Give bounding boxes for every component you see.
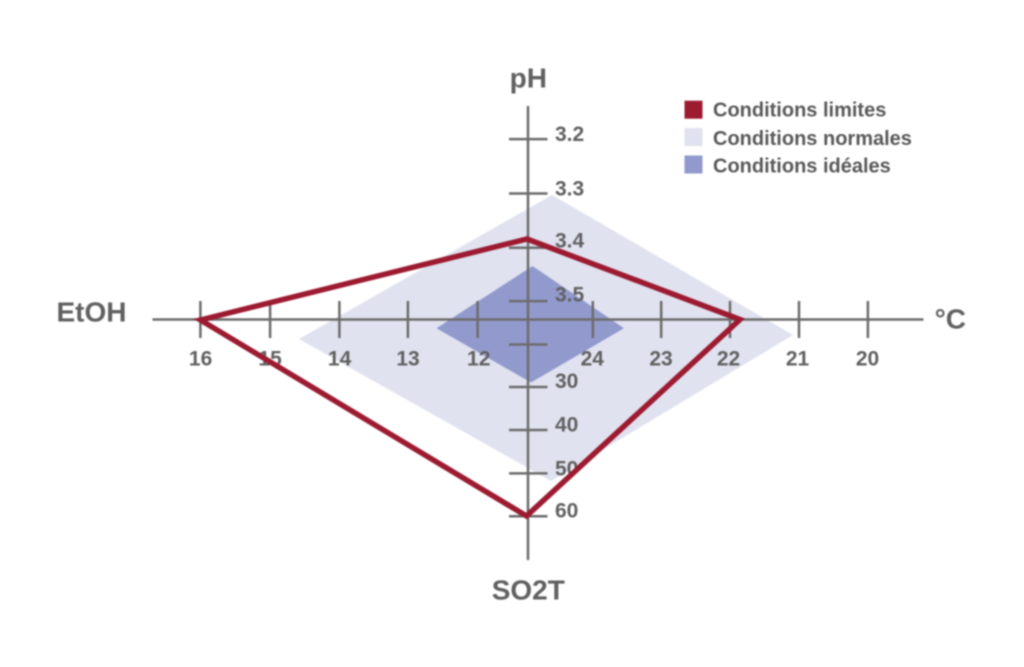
svg-text:13: 13	[396, 348, 419, 371]
svg-text:Conditions normales: Conditions normales	[713, 128, 912, 150]
svg-text:24: 24	[581, 348, 605, 371]
svg-text:21: 21	[786, 348, 810, 371]
svg-text:SO2T: SO2T	[492, 575, 565, 606]
svg-text:30: 30	[555, 370, 578, 393]
svg-text:20: 20	[856, 348, 879, 371]
svg-text:3.4: 3.4	[555, 230, 585, 253]
svg-text:16: 16	[189, 348, 212, 371]
svg-text:3.5: 3.5	[555, 284, 585, 307]
svg-text:Conditions idéales: Conditions idéales	[713, 155, 891, 177]
svg-text:Conditions limites: Conditions limites	[713, 100, 886, 122]
svg-text:3.2: 3.2	[555, 123, 584, 146]
svg-text:°C: °C	[935, 304, 966, 335]
svg-text:23: 23	[649, 348, 672, 371]
svg-text:40: 40	[555, 414, 578, 437]
svg-text:pH: pH	[510, 62, 547, 93]
svg-text:22: 22	[717, 348, 740, 371]
svg-text:12: 12	[467, 348, 490, 371]
svg-text:EtOH: EtOH	[57, 297, 127, 328]
svg-text:3.3: 3.3	[555, 178, 584, 201]
svg-text:60: 60	[555, 500, 578, 523]
svg-text:14: 14	[328, 348, 352, 371]
